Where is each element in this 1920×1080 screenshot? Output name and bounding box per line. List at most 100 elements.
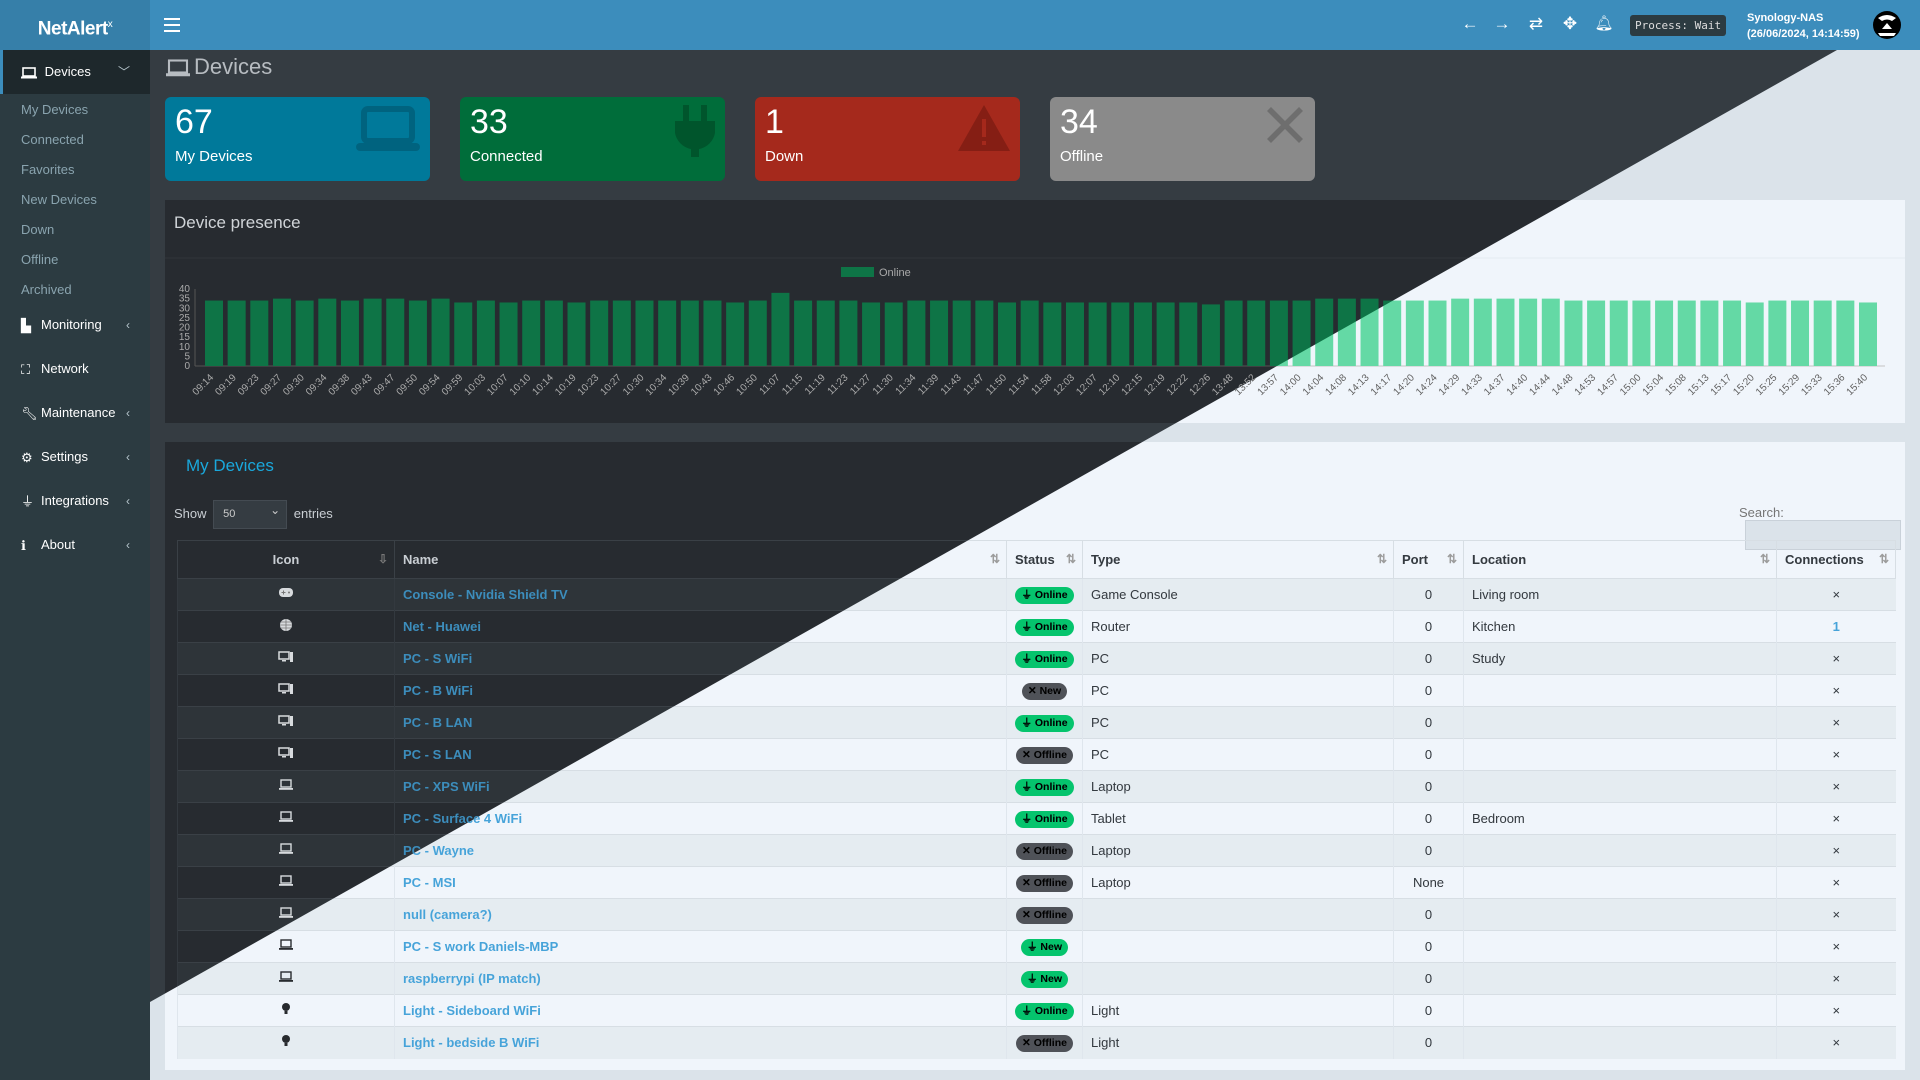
status-text: Offline [1033,844,1067,857]
avatar[interactable] [1873,11,1901,39]
table-row[interactable]: PC - S LAN ✕ Offline PC 0 × [177,738,1896,771]
column-header-label: Location [1472,552,1527,567]
type-cell [1082,962,1394,995]
entries-select[interactable]: 50 [213,497,288,529]
sidebar-subitem-favorites[interactable]: Favorites [21,162,75,177]
device-name-link[interactable]: PC - B WiFi [394,674,1007,707]
status-cell: ⏚ Online [1006,802,1083,835]
sidebar-item-label: About [41,537,75,552]
arrows-move-icon[interactable]: ✥ [1562,14,1578,33]
sidebar-item-maintenance[interactable]: 🔧︎ Maintenance ‹ [0,391,150,435]
x-tick-label: 09:19 [213,372,239,398]
sidebar-item-devices[interactable]: Devices ﹀ [0,50,150,94]
device-name-link[interactable]: PC - S LAN [394,738,1007,771]
column-header-status[interactable]: Status ⇅ [1006,540,1083,579]
refresh-icon[interactable]: ⇄ [1528,14,1544,33]
table-row[interactable]: PC - S work Daniels-MBP ⏚ New 0 × [177,930,1896,963]
card-offline[interactable]: 34 Offline [1050,97,1315,181]
status-cell: ⏚ Online [1006,610,1083,643]
device-name-link[interactable]: PC - S WiFi [394,642,1007,675]
bell-icon[interactable]: 🔔︎ [1594,15,1614,32]
sidebar-item-network[interactable]: ⛶ Network [0,347,150,391]
device-name-link[interactable]: PC - Surface 4 WiFi [394,802,1007,835]
sidebar-subitem-new-devices[interactable]: New Devices [21,192,97,207]
table-row[interactable]: PC - B LAN ⏚ Online PC 0 × [177,706,1896,739]
table-row[interactable]: raspberrypi (IP match) ⏚ New 0 × [177,962,1896,995]
device-name-link[interactable]: Console - Nvidia Shield TV [394,578,1007,611]
device-name-link[interactable]: Light - bedside B WiFi [394,1026,1007,1059]
sidebar-subitem-archived[interactable]: Archived [21,282,72,297]
bar-09:34 [318,298,337,366]
device-name-link[interactable]: PC - S work Daniels-MBP [394,930,1007,963]
column-header-type[interactable]: Type ⇅ [1082,540,1394,579]
column-header-location[interactable]: Location ⇅ [1463,540,1777,579]
device-name-link[interactable]: PC - B LAN [394,706,1007,739]
table-row[interactable]: PC - S WiFi ⏚ Online PC 0 Study × [177,642,1896,675]
y-tick-label: 20 [179,323,191,334]
card-connected[interactable]: 33 Connected [460,97,725,181]
status-cell: ⏚ Online [1006,994,1083,1027]
sidebar-subitem-offline[interactable]: Offline [21,252,59,267]
port-cell: 0 [1393,898,1464,931]
device-name-link[interactable]: null (camera?) [394,898,1007,931]
logo[interactable]: NetAlertx [0,0,150,50]
sidebar-item-monitoring[interactable]: ▙ Monitoring ‹ [0,303,150,347]
connections-cell[interactable]: 1 [1776,610,1896,643]
arrow-left-icon[interactable]: ← [1461,14,1479,33]
bar-15:13 [1700,300,1719,366]
arrow-right-icon[interactable]: → [1493,14,1511,33]
status-cell: ✕ Offline [1006,738,1083,771]
type-cell: Tablet [1082,802,1394,835]
card-my-devices[interactable]: 67 My Devices [165,97,430,181]
x-tick-label: 13:52 [1233,372,1259,398]
location-cell [1463,962,1777,995]
sidebar-item-settings[interactable]: ⚙ Settings ‹ [0,435,150,479]
card-down[interactable]: 1 Down [755,97,1020,181]
x-tick-label: 13:48 [1210,372,1236,398]
device-presence-chart: Online051015202530354009:1409:1909:2309:… [165,257,1905,398]
sidebar-item-about[interactable]: ℹ About ‹ [0,523,150,567]
device-name-link[interactable]: PC - XPS WiFi [394,770,1007,803]
status-cell: ✕ Offline [1006,866,1083,899]
table-row[interactable]: Net - Huawei ⏚ Online Router 0 Kitchen 1 [177,610,1896,643]
card-count: 67 [175,103,213,141]
column-header-name[interactable]: Name ⇅ [394,540,1007,579]
bar-09:50 [408,300,427,366]
device-name-link[interactable]: Net - Huawei [394,610,1007,643]
table-row[interactable]: null (camera?) ✕ Offline 0 × [177,898,1896,931]
location-cell [1463,994,1777,1027]
x-tick-label: 10:30 [621,372,647,398]
table-row[interactable]: PC - B WiFi ✕ New PC 0 × [177,674,1896,707]
bar-09:27 [272,298,291,366]
sidebar-item-label: Monitoring [41,317,102,332]
device-name-link[interactable]: Light - Sideboard WiFi [394,994,1007,1027]
table-row[interactable]: Light - Sideboard WiFi ⏚ Online Light 0 × [177,994,1896,1027]
table-row[interactable]: PC - XPS WiFi ⏚ Online Laptop 0 × [177,770,1896,803]
table-row[interactable]: PC - MSI ✕ Offline Laptop None × [177,866,1896,899]
card-label: Offline [1060,148,1104,165]
table-row[interactable]: Console - Nvidia Shield TV ⏚ Online Game C… [177,578,1896,611]
column-header-connections[interactable]: Connections ⇅ [1776,540,1896,579]
sidebar-subitem-my-devices[interactable]: My Devices [21,102,89,117]
column-header-port[interactable]: Port ⇅ [1393,540,1464,579]
sidebar-subitem-down[interactable]: Down [21,222,55,237]
x-tick-label: 11:47 [962,372,987,397]
table-row[interactable]: Light - bedside B WiFi ✕ Offline Light 0 × [177,1026,1896,1059]
y-tick-label: 40 [179,284,191,295]
bar-11:50 [998,302,1017,366]
column-header-icon[interactable]: Icon ⇩ [177,540,395,579]
sidebar-toggle-icon[interactable] [164,14,180,36]
device-name-link[interactable]: PC - Wayne [394,834,1007,867]
device-name-link[interactable]: raspberrypi (IP match) [394,962,1007,995]
x-tick-label: 14:53 [1573,372,1599,398]
chevron-left-icon: ‹ [126,450,130,464]
sidebar-item-integrations[interactable]: ⏚ Integrations ‹ [0,479,150,523]
type-cell [1082,898,1394,931]
table-row[interactable]: PC - Surface 4 WiFi ⏚ Online Tablet 0 Bedroo… [177,802,1896,835]
x-tick-label: 15:17 [1709,372,1735,398]
chevron-left-icon: ‹ [126,538,130,552]
device-name-link[interactable]: PC - MSI [394,866,1007,899]
table-row[interactable]: PC - Wayne ✕ Offline Laptop 0 × [177,834,1896,867]
x-tick-label: 15:25 [1754,372,1780,398]
sidebar-subitem-connected[interactable]: Connected [21,132,84,147]
